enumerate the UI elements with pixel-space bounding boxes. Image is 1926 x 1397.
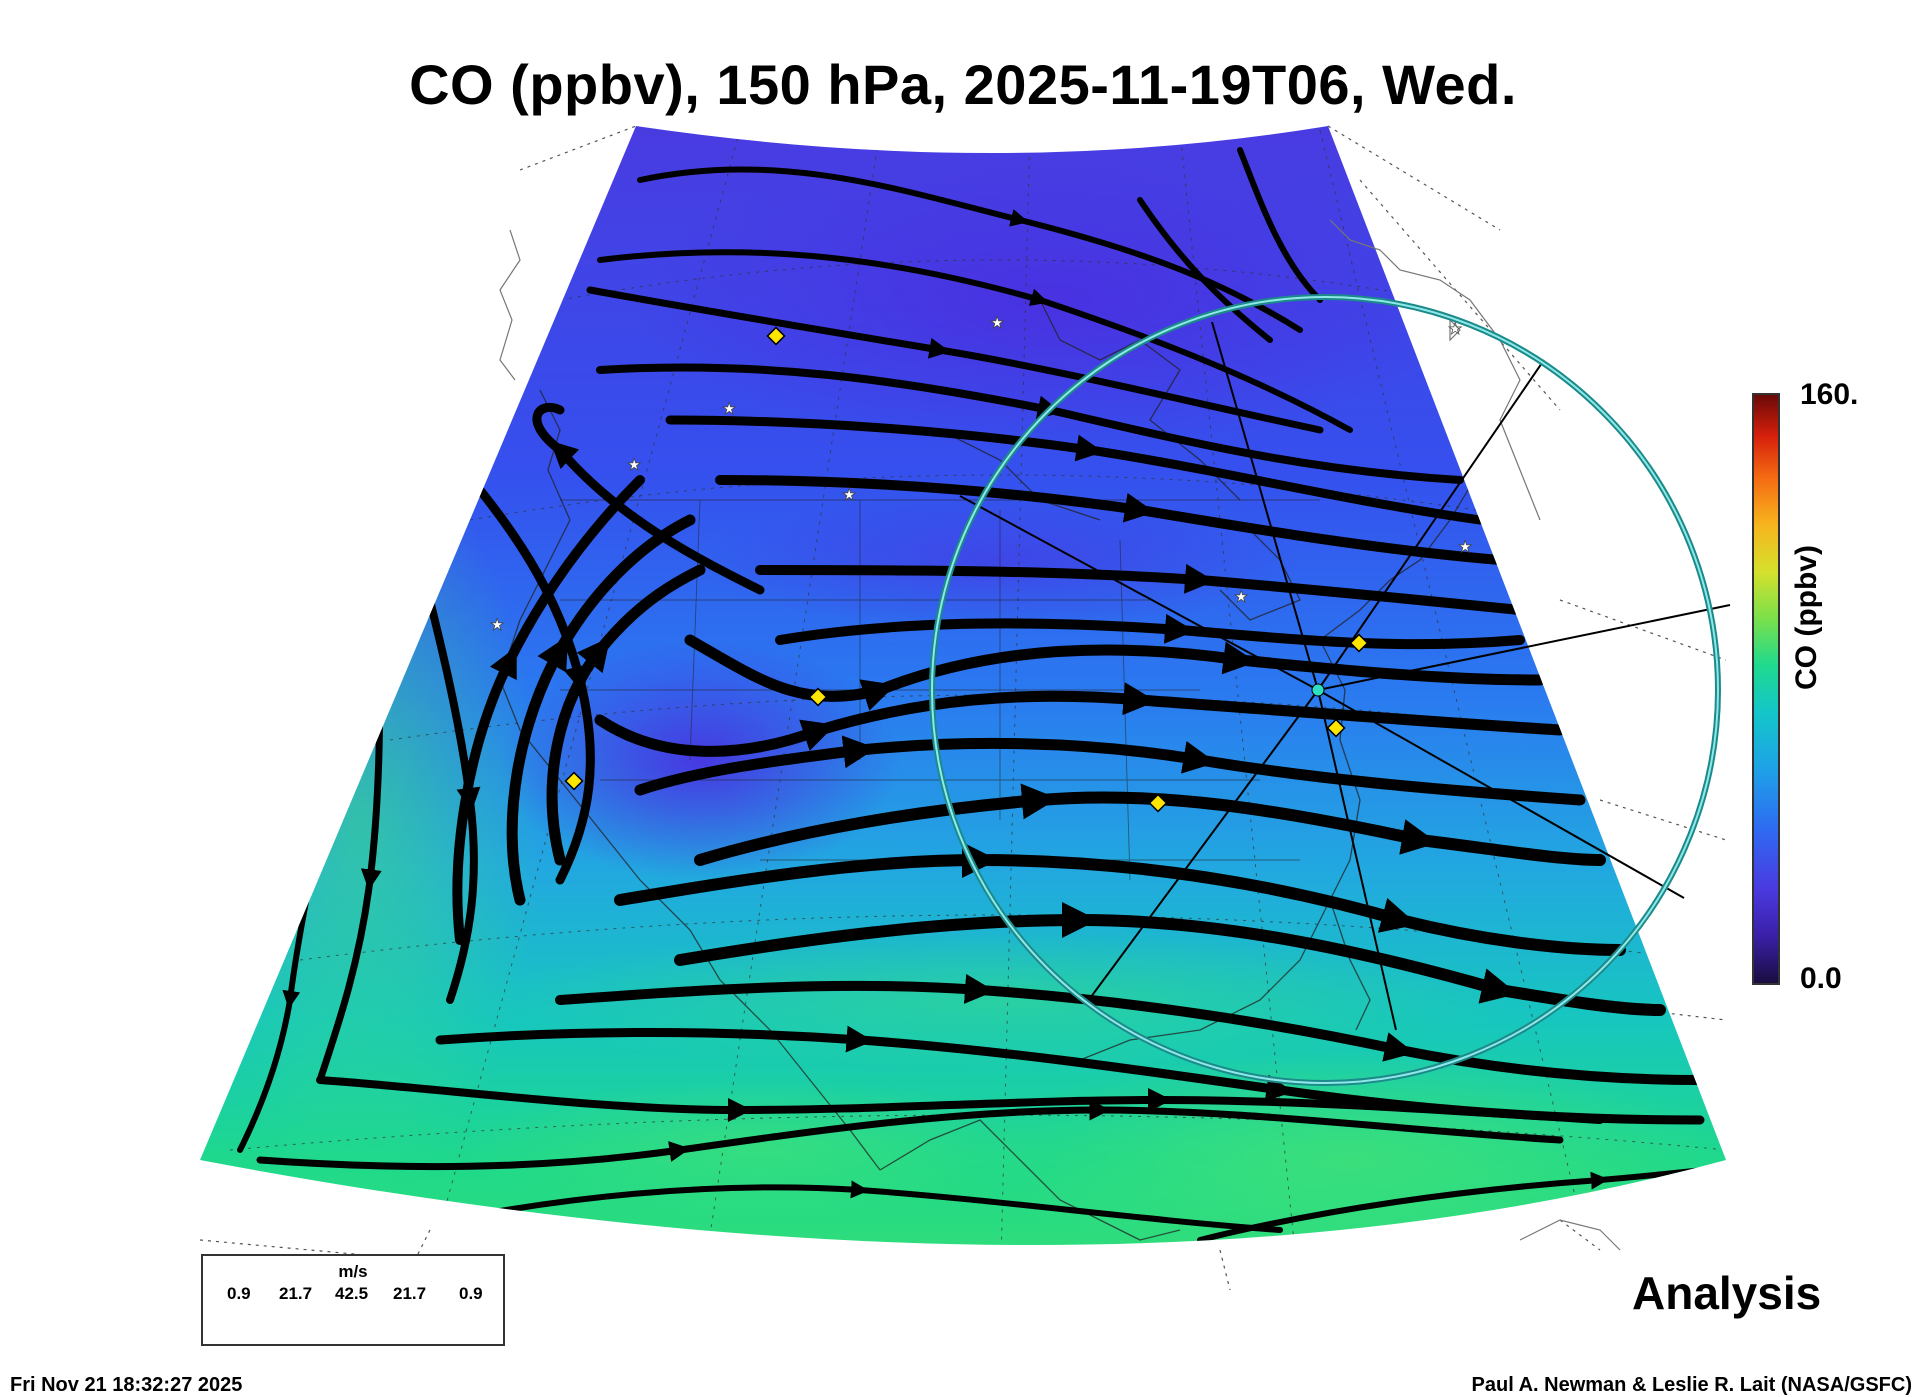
co-field [200, 126, 1726, 1245]
star-marker: ★ [627, 455, 641, 474]
colorbar-max-label: 160. [1800, 378, 1859, 411]
range-ring [929, 294, 1721, 1086]
wind-legend: m/s 0.9 21.7 42.5 21.7 0.9 [201, 1254, 505, 1346]
wind-streamlines [227, 147, 1726, 1245]
outer-coastlines [499, 219, 1621, 1251]
site-marker [564, 771, 584, 791]
site-marker [1349, 633, 1369, 653]
star-marker: ★ [1234, 587, 1248, 606]
wind-legend-value: 21.7 [279, 1284, 313, 1303]
site-markers [564, 326, 1369, 813]
wind-legend-value: 0.9 [459, 1284, 483, 1303]
star-marker: ★ [1448, 319, 1462, 338]
site-marker [808, 687, 828, 707]
author-credit: Paul A. Newman & Leslie R. Lait (NASA/GS… [1471, 1374, 1912, 1396]
star-marker: ★ [722, 399, 736, 418]
star-marker: ★ [990, 313, 1004, 332]
flight-track-rays [959, 321, 1731, 1031]
site-marker [1326, 718, 1346, 738]
chart-title: CO (ppbv), 150 hPa, 2025-11-19T06, Wed. [409, 53, 1517, 116]
center-marker [1311, 683, 1325, 697]
product-label: Analysis [1632, 1267, 1822, 1319]
colorbar-title: CO (ppbv) [1790, 545, 1823, 690]
star-marker: ★ [842, 485, 856, 504]
wind-legend-value: 21.7 [393, 1284, 427, 1303]
star-markers: ★ ★ ★ ★ ★ ★ ★ ★ [490, 313, 1473, 635]
wind-legend-unit: m/s [338, 1262, 368, 1281]
generation-timestamp: Fri Nov 21 18:32:27 2025 [10, 1374, 243, 1396]
colorbar-gradient [1752, 393, 1780, 985]
colorbar [1752, 393, 1780, 985]
star-marker: ★ [1458, 537, 1472, 556]
wind-legend-value: 42.5 [335, 1284, 369, 1303]
colorbar-min-label: 0.0 [1800, 962, 1842, 995]
site-marker [766, 326, 786, 346]
site-marker [1148, 793, 1168, 813]
wind-legend-value: 0.9 [227, 1284, 251, 1303]
star-marker: ★ [490, 615, 504, 634]
